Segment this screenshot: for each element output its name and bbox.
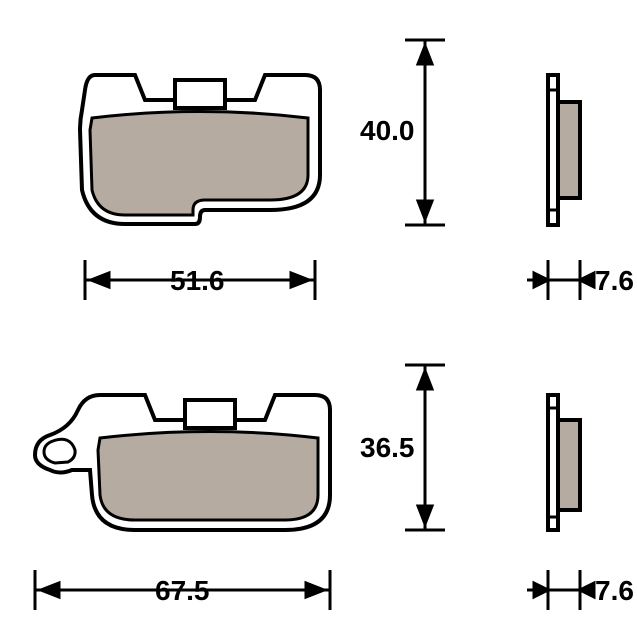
pad2-front — [35, 395, 330, 530]
label-thick-pad1: 7.6 — [595, 265, 634, 297]
technical-drawing: 40.0 51.6 7.6 36.5 67.5 7.6 — [0, 0, 637, 637]
label-height-pad1: 40.0 — [360, 115, 415, 147]
drawing-svg — [0, 0, 637, 637]
pad1-side — [548, 75, 580, 225]
dim-thick-pad1 — [527, 260, 594, 300]
label-height-pad2: 36.5 — [360, 432, 415, 464]
dim-thick-pad2 — [527, 570, 594, 610]
label-width-pad1: 51.6 — [170, 265, 225, 297]
label-thick-pad2: 7.6 — [595, 575, 634, 607]
pad1-front — [80, 75, 320, 224]
label-width-pad2: 67.5 — [155, 575, 210, 607]
pad2-side — [548, 395, 580, 530]
